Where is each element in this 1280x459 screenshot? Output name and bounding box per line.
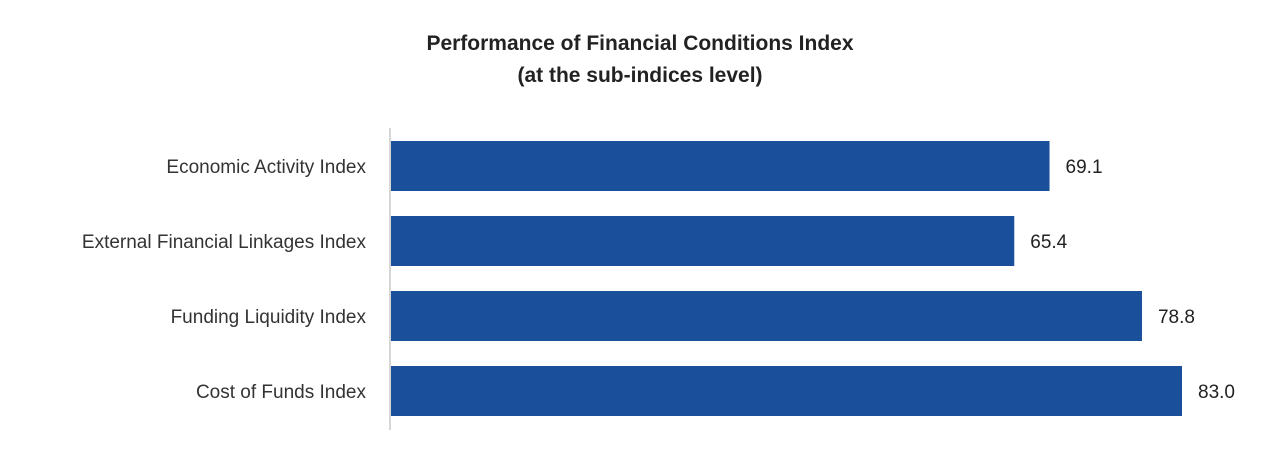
category-label-1: Economic Activity Index <box>166 157 366 178</box>
data-label-3: 78.8 <box>1158 307 1195 328</box>
chart-title-line-2: (at the sub-indices level) <box>517 64 762 87</box>
bar-2 <box>391 216 1015 266</box>
data-label-2: 65.4 <box>1030 232 1067 253</box>
chart-title-line-1: Performance of Financial Conditions Inde… <box>426 32 853 55</box>
category-label-3: Funding Liquidity Index <box>171 307 367 328</box>
data-label-1: 69.1 <box>1066 157 1103 178</box>
bars-layer <box>391 141 1182 416</box>
bar-4 <box>391 366 1182 416</box>
category-label-2: External Financial Linkages Index <box>82 232 367 253</box>
bar-3 <box>391 291 1142 341</box>
value-labels-layer: 69.1 65.4 78.8 83.0 <box>1030 157 1235 403</box>
data-label-4: 83.0 <box>1198 382 1235 403</box>
category-label-4: Cost of Funds Index <box>196 382 367 403</box>
category-labels-layer: Economic Activity Index External Financia… <box>82 157 367 403</box>
bar-1 <box>391 141 1050 191</box>
